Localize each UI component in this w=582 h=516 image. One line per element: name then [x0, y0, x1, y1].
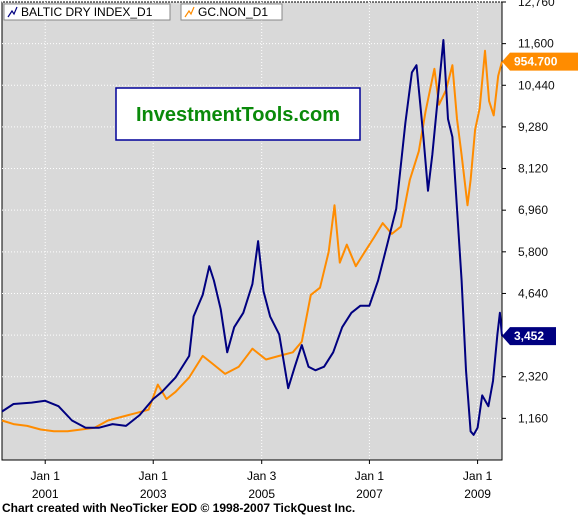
y-tick-label: 6,960	[518, 203, 548, 217]
y-tick-label: 1,160	[518, 411, 548, 425]
x-tick-year-label: 2007	[356, 487, 383, 501]
x-tick-year-label: 2003	[140, 487, 167, 501]
watermark-box: InvestmentTools.com	[115, 87, 361, 141]
x-tick-label: Jan 1	[31, 469, 61, 483]
y-tick-label: 2,320	[518, 370, 548, 384]
y-tick-label: 9,280	[518, 120, 548, 134]
watermark-text: InvestmentTools.com	[136, 104, 340, 126]
line-chart-icon	[184, 6, 195, 18]
y-tick-label: 12,760	[518, 0, 555, 9]
bdi-last-value-badge	[502, 327, 556, 346]
line-chart-icon	[7, 6, 18, 18]
legend-label: GC.NON_D1	[198, 5, 268, 19]
y-tick-label: 4,640	[518, 286, 548, 300]
y-tick-label: 11,600	[518, 37, 554, 51]
x-tick-year-label: 2009	[464, 487, 491, 501]
x-tick-label: Jan 3	[247, 469, 277, 483]
bdi-series-line	[1, 39, 503, 436]
y-tick-label: 8,120	[518, 162, 548, 176]
gold-last-value-label: 954.700	[514, 55, 558, 69]
gold-series-line	[1, 49, 503, 433]
series-layer	[1, 39, 503, 436]
x-tick-year-label: 2001	[32, 487, 59, 501]
x-tick-year-label: 2005	[248, 487, 275, 501]
plot-area	[1, 1, 503, 461]
y-tick-label: 5,800	[518, 245, 548, 259]
y-tick-label: 10,440	[518, 78, 555, 92]
bdi-last-value-label: 3,452	[514, 329, 544, 343]
x-tick-label: Jan 1	[139, 469, 169, 483]
x-axis: Jan 1 2001 Jan 1 2003 Jan 3 2005 Jan 1 2007 Jan …	[31, 460, 493, 501]
gold-last-value-badge	[502, 52, 578, 71]
x-tick-label: Jan 1	[463, 469, 493, 483]
footer-credit: Chart created with NeoTicker EOD © 1998-…	[2, 501, 355, 515]
legend-item-bdi: BALTIC DRY INDEX_D1	[3, 3, 171, 21]
x-tick-label: Jan 1	[355, 469, 385, 483]
last-value-badges: 3,452 954.700	[502, 52, 578, 346]
legend: BALTIC DRY INDEX_D1 GC.NON_D1	[3, 3, 283, 21]
legend-item-gold: GC.NON_D1	[180, 3, 283, 21]
legend-label: BALTIC DRY INDEX_D1	[21, 5, 153, 19]
